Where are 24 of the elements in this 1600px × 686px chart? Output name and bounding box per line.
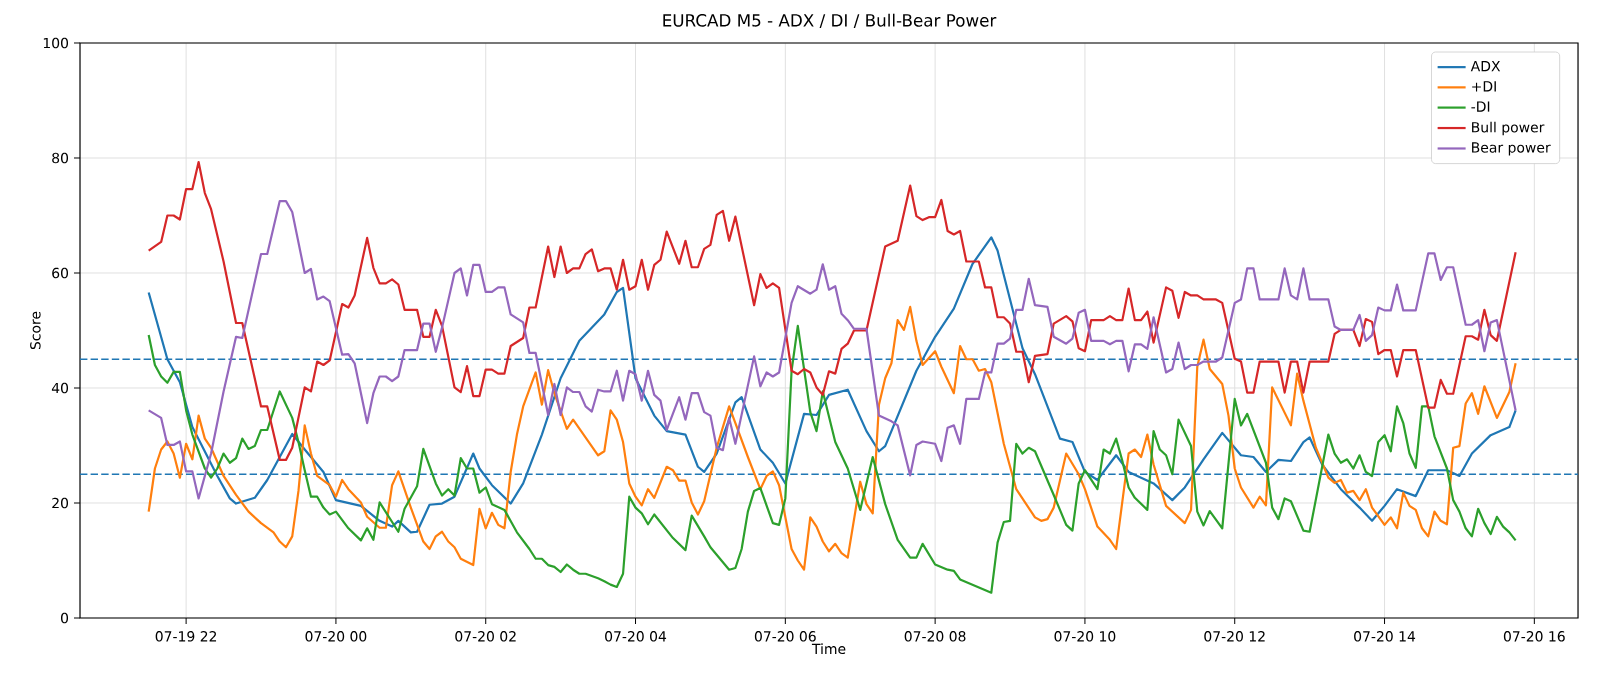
legend-label: Bull power	[1472, 121, 1545, 136]
legend-label: Bear power	[1472, 142, 1551, 156]
y-tick-label: 60	[52, 267, 69, 279]
y-tick-label: 100	[43, 37, 69, 49]
x-tick-label: 07-20 16	[1503, 631, 1565, 642]
y-tick-label: 40	[51, 382, 69, 394]
y-axis-title: Score	[30, 311, 41, 350]
x-tick-label: 07-20 12	[1204, 631, 1265, 642]
legend-label: -DI	[1471, 101, 1490, 112]
chart-title: EURCAD M5 - ADX / DI / Bull-Bear Power	[663, 13, 997, 28]
legend-label: ADX	[1470, 61, 1501, 72]
x-tick-label: 07-19 22	[155, 631, 217, 642]
x-tick-label: 07-20 00	[305, 631, 367, 642]
x-tick-label: 07-20 04	[605, 631, 667, 642]
x-tick-label: 07-20 08	[904, 631, 966, 642]
x-axis-title: Time	[811, 643, 846, 655]
x-tick-label: 07-20 14	[1354, 631, 1416, 642]
legend-label: +DI	[1472, 81, 1496, 92]
x-tick-label: 07-20 02	[455, 631, 516, 642]
y-tick-label: 20	[52, 497, 69, 509]
y-tick-label: 0	[61, 612, 69, 624]
y-tick-label: 80	[52, 152, 69, 164]
x-tick-label: 07-20 10	[1054, 631, 1116, 642]
x-tick-label: 07-20 06	[754, 631, 816, 642]
